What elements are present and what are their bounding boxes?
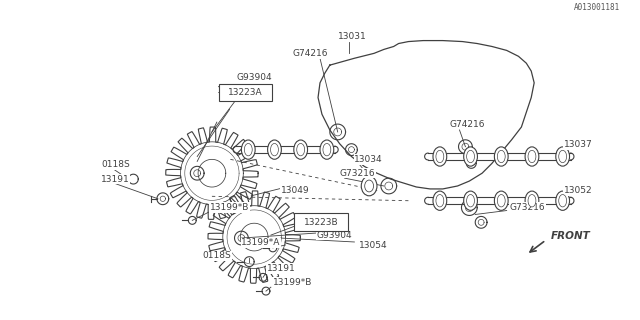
Text: 13052: 13052 xyxy=(564,186,592,196)
Text: 13031: 13031 xyxy=(338,32,367,41)
Ellipse shape xyxy=(294,140,308,159)
Ellipse shape xyxy=(323,143,331,156)
Text: 13199*B: 13199*B xyxy=(273,278,312,287)
Ellipse shape xyxy=(365,180,374,192)
Ellipse shape xyxy=(436,195,444,207)
Ellipse shape xyxy=(464,147,477,166)
Ellipse shape xyxy=(361,176,377,196)
Text: A013001181: A013001181 xyxy=(573,3,620,12)
Text: 13191: 13191 xyxy=(267,264,296,273)
Ellipse shape xyxy=(320,140,333,159)
FancyBboxPatch shape xyxy=(294,213,348,231)
Text: 13223B: 13223B xyxy=(303,218,339,227)
Text: 13223A: 13223A xyxy=(228,88,262,97)
Ellipse shape xyxy=(271,143,278,156)
Text: G93904: G93904 xyxy=(237,73,272,83)
Ellipse shape xyxy=(241,140,255,159)
Text: G74216: G74216 xyxy=(450,120,485,129)
Ellipse shape xyxy=(268,140,282,159)
Ellipse shape xyxy=(528,195,536,207)
Ellipse shape xyxy=(244,143,252,156)
Text: 13049: 13049 xyxy=(281,186,309,196)
Ellipse shape xyxy=(433,191,447,210)
Ellipse shape xyxy=(494,147,508,166)
Ellipse shape xyxy=(525,147,539,166)
Text: 13034: 13034 xyxy=(355,155,383,164)
Text: G93904: G93904 xyxy=(317,231,353,240)
Text: 13199*A: 13199*A xyxy=(217,86,256,95)
Ellipse shape xyxy=(525,191,539,210)
Ellipse shape xyxy=(559,195,566,207)
Text: 0118S: 0118S xyxy=(203,251,232,260)
Ellipse shape xyxy=(494,191,508,210)
Ellipse shape xyxy=(467,150,474,163)
Ellipse shape xyxy=(497,195,505,207)
Text: G73216: G73216 xyxy=(340,169,375,178)
Text: G73216: G73216 xyxy=(509,203,545,212)
Ellipse shape xyxy=(559,150,566,163)
FancyBboxPatch shape xyxy=(219,84,272,101)
Ellipse shape xyxy=(464,191,477,210)
Text: 13199*B: 13199*B xyxy=(210,203,250,212)
Ellipse shape xyxy=(297,143,305,156)
Ellipse shape xyxy=(433,147,447,166)
Text: FRONT: FRONT xyxy=(551,231,591,241)
Text: 13191: 13191 xyxy=(101,175,130,184)
Text: 0118S: 0118S xyxy=(101,160,130,169)
Ellipse shape xyxy=(436,150,444,163)
Ellipse shape xyxy=(528,150,536,163)
Ellipse shape xyxy=(556,147,570,166)
Text: 13037: 13037 xyxy=(564,140,593,149)
Ellipse shape xyxy=(556,191,570,210)
Text: 13054: 13054 xyxy=(359,241,388,251)
Text: G74216: G74216 xyxy=(292,49,328,58)
Ellipse shape xyxy=(467,195,474,207)
Text: 13199*A: 13199*A xyxy=(241,238,281,247)
Ellipse shape xyxy=(497,150,505,163)
